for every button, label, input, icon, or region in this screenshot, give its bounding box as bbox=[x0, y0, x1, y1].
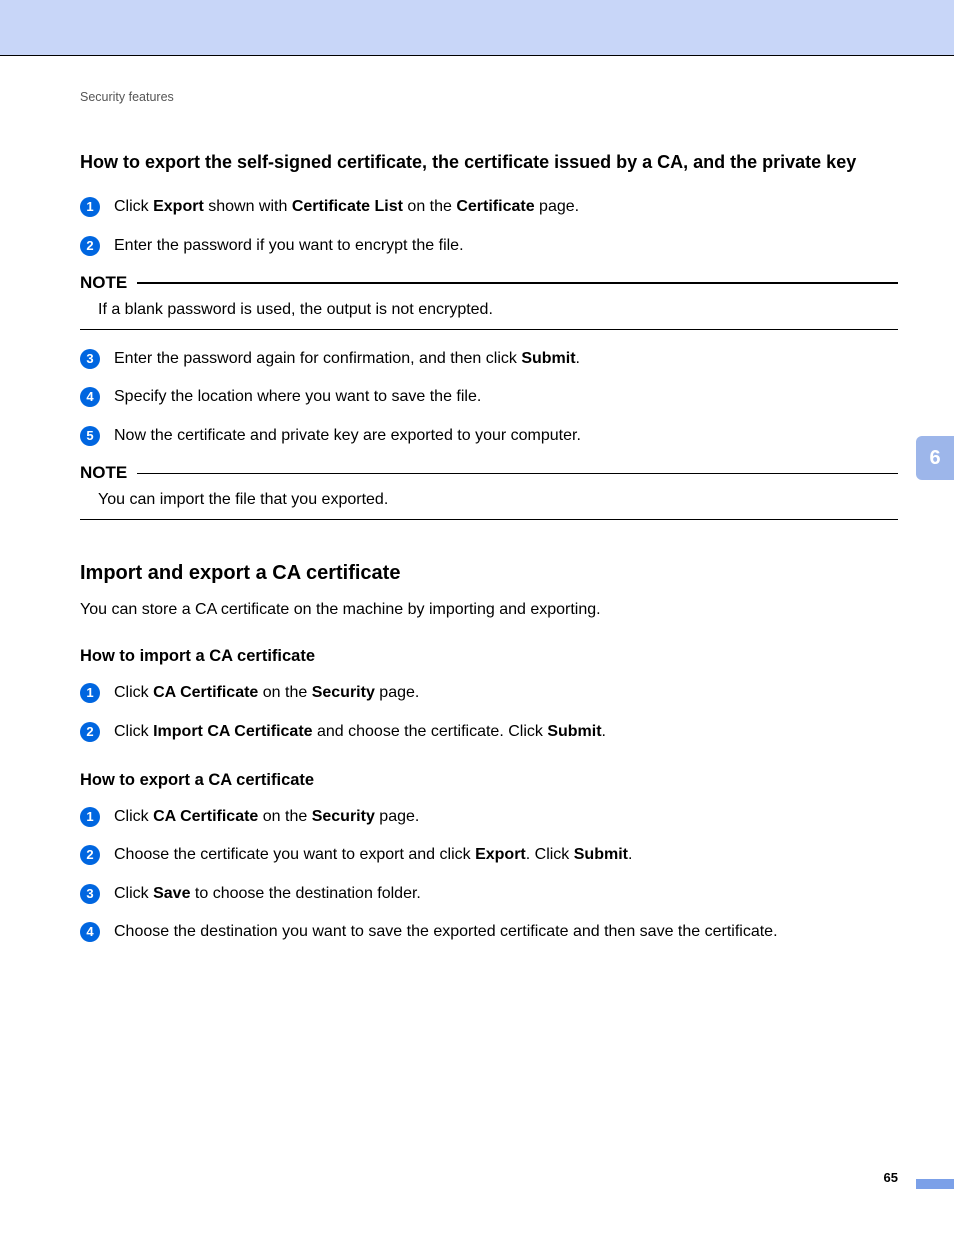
step-item: 2 Choose the certificate you want to expo… bbox=[80, 844, 898, 866]
chapter-tab: 6 bbox=[916, 436, 954, 480]
step-number-icon: 2 bbox=[80, 722, 100, 742]
step-item: 2 Click Import CA Certificate and choose … bbox=[80, 721, 898, 743]
step-number-icon: 4 bbox=[80, 922, 100, 942]
step-number-icon: 1 bbox=[80, 807, 100, 827]
top-banner bbox=[0, 0, 954, 56]
breadcrumb: Security features bbox=[80, 90, 898, 104]
section1-title: How to export the self-signed certificat… bbox=[80, 150, 898, 174]
step-number-icon: 1 bbox=[80, 197, 100, 217]
step-text: Click CA Certificate on the Security pag… bbox=[114, 682, 419, 704]
note-body-2: You can import the file that you exporte… bbox=[80, 491, 898, 520]
section1-steps-b: 3 Enter the password again for confirmati… bbox=[80, 348, 898, 447]
step-text: Choose the certificate you want to expor… bbox=[114, 844, 632, 866]
step-number-icon: 3 bbox=[80, 349, 100, 369]
step-text: Enter the password again for confirmatio… bbox=[114, 348, 580, 370]
step-number-icon: 2 bbox=[80, 236, 100, 256]
step-text: Now the certificate and private key are … bbox=[114, 425, 581, 447]
step-text: Choose the destination you want to save … bbox=[114, 921, 778, 943]
note-body-1: If a blank password is used, the output … bbox=[80, 301, 898, 330]
note-rule bbox=[137, 473, 898, 475]
step-number-icon: 4 bbox=[80, 387, 100, 407]
step-item: 3 Enter the password again for confirmati… bbox=[80, 348, 898, 370]
section2-title: Import and export a CA certificate bbox=[80, 562, 898, 585]
step-text: Click Import CA Certificate and choose t… bbox=[114, 721, 606, 743]
step-number-icon: 3 bbox=[80, 884, 100, 904]
step-item: 1 Click Export shown with Certificate Lis… bbox=[80, 196, 898, 218]
step-item: 3 Click Save to choose the destination fo… bbox=[80, 883, 898, 905]
sub2-title: How to export a CA certificate bbox=[80, 771, 898, 790]
note-label: NOTE bbox=[80, 463, 127, 483]
step-number-icon: 2 bbox=[80, 845, 100, 865]
step-item: 1 Click CA Certificate on the Security pa… bbox=[80, 806, 898, 828]
step-item: 4 Choose the destination you want to save… bbox=[80, 921, 898, 943]
step-text: Click Export shown with Certificate List… bbox=[114, 196, 579, 218]
step-text: Click Save to choose the destination fol… bbox=[114, 883, 421, 905]
note-label: NOTE bbox=[80, 273, 127, 293]
page-content: Security features How to export the self… bbox=[0, 56, 954, 944]
step-item: 5 Now the certificate and private key are… bbox=[80, 425, 898, 447]
step-number-icon: 1 bbox=[80, 683, 100, 703]
step-text: Click CA Certificate on the Security pag… bbox=[114, 806, 419, 828]
section1-steps-a: 1 Click Export shown with Certificate Lis… bbox=[80, 196, 898, 257]
sub1-steps: 1 Click CA Certificate on the Security pa… bbox=[80, 682, 898, 743]
step-item: 1 Click CA Certificate on the Security pa… bbox=[80, 682, 898, 704]
sub2-steps: 1 Click CA Certificate on the Security pa… bbox=[80, 806, 898, 944]
step-item: 2 Enter the password if you want to encry… bbox=[80, 235, 898, 257]
note-block-2: NOTE You can import the file that you ex… bbox=[80, 463, 898, 520]
footer-accent bbox=[916, 1179, 954, 1189]
note-block-1: NOTE If a blank password is used, the ou… bbox=[80, 273, 898, 330]
note-rule bbox=[137, 282, 898, 284]
step-number-icon: 5 bbox=[80, 426, 100, 446]
sub1-title: How to import a CA certificate bbox=[80, 647, 898, 666]
page-number: 65 bbox=[884, 1170, 898, 1185]
step-text: Specify the location where you want to s… bbox=[114, 386, 481, 408]
step-text: Enter the password if you want to encryp… bbox=[114, 235, 464, 257]
section2-intro: You can store a CA certificate on the ma… bbox=[80, 601, 898, 619]
step-item: 4 Specify the location where you want to … bbox=[80, 386, 898, 408]
